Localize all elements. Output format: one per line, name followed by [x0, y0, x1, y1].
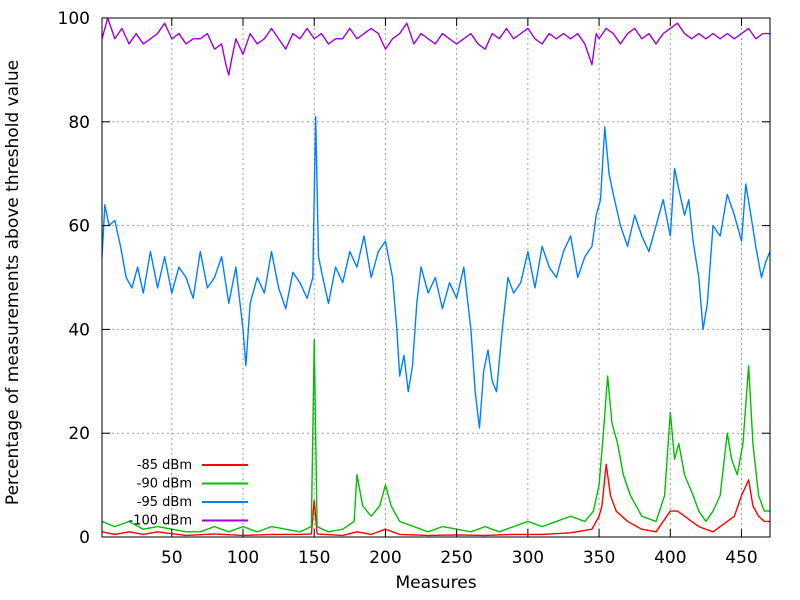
legend-label: -100 dBm: [129, 514, 192, 529]
series-line-1: [101, 339, 770, 533]
x-tick-label: 150: [298, 548, 330, 568]
x-tick-label: 100: [227, 548, 259, 568]
y-axis-label: Percentage of measurements above thresho…: [3, 60, 23, 505]
legend-label: -95 dBm: [137, 495, 192, 510]
x-tick-label: 50: [161, 548, 183, 568]
y-tick-label: 20: [68, 424, 90, 444]
plot-frame: [101, 17, 771, 538]
x-tick-label: 350: [583, 548, 615, 568]
x-tick-label: 400: [654, 548, 686, 568]
legend-label: -85 dBm: [137, 458, 192, 473]
y-tick-label: 60: [68, 217, 90, 237]
y-tick-label: 40: [68, 320, 90, 340]
x-tick-label: 200: [369, 548, 401, 568]
axis-ticks: 50 100 150 200 250 300 350 400 450 0 20 40 60 80 100: [58, 9, 770, 568]
series-line-2: [101, 115, 771, 429]
x-axis-label: Measures: [395, 573, 476, 593]
x-tick-label: 300: [512, 548, 544, 568]
x-tick-label: 250: [440, 548, 472, 568]
series-line-3: [101, 17, 770, 76]
y-tick-label: 0: [79, 528, 90, 548]
x-tick-label: 450: [725, 548, 757, 568]
legend-label: -90 dBm: [137, 477, 192, 492]
grid: [102, 18, 770, 537]
legend: -85 dBm -90 dBm -95 dBm -100 dBm: [129, 458, 248, 529]
y-tick-label: 100: [58, 9, 90, 29]
y-tick-label: 80: [68, 113, 90, 133]
series-layer: [101, 17, 771, 537]
series-line-0: [101, 463, 770, 537]
